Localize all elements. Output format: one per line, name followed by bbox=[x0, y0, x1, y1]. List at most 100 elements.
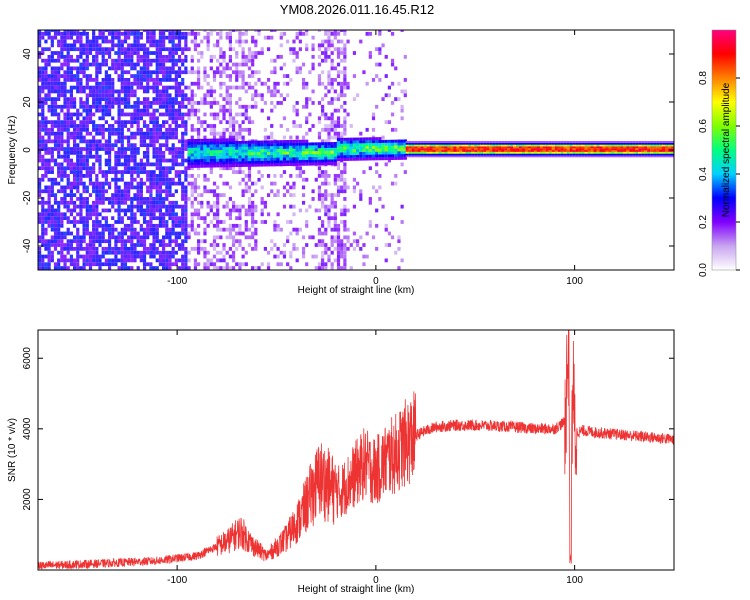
spectrogram-cell bbox=[63, 216, 67, 221]
spectrogram-cell bbox=[88, 74, 93, 78]
spectrogram-cell bbox=[152, 208, 156, 213]
spectrogram-cell bbox=[72, 30, 77, 32]
spectrogram-cell bbox=[50, 193, 54, 197]
spectrogram-cell bbox=[92, 162, 96, 167]
spectrogram-cell bbox=[184, 212, 188, 217]
spectrogram-cell bbox=[174, 35, 178, 40]
spectrogram-cell bbox=[76, 258, 80, 263]
spectrogram-cell bbox=[158, 39, 163, 44]
spectrogram-cell bbox=[665, 142, 669, 145]
spectrogram-cell bbox=[495, 150, 499, 152]
spectrogram-cell bbox=[279, 43, 283, 48]
spectrogram-cell bbox=[88, 235, 93, 240]
spectrogram-cell bbox=[324, 39, 328, 44]
spectrogram-cell bbox=[104, 239, 108, 244]
spectrogram-cell bbox=[378, 197, 382, 201]
spectrogram-cell bbox=[238, 266, 242, 270]
spectrogram-cell bbox=[305, 97, 309, 101]
spectrogram-cell bbox=[450, 153, 454, 156]
spectrogram-cell bbox=[165, 104, 169, 109]
spectrogram-cell bbox=[60, 124, 64, 128]
spectrogram-cell bbox=[390, 112, 395, 117]
spectrogram-cell bbox=[638, 153, 642, 156]
spectrogram-cell bbox=[174, 150, 178, 155]
spectrogram-cell bbox=[107, 74, 112, 78]
spectrogram-cell bbox=[47, 208, 51, 213]
spectrogram-cell bbox=[152, 78, 156, 82]
spectrogram-cell bbox=[88, 104, 93, 109]
spectrogram-cell bbox=[593, 142, 597, 145]
spectrogram-cell bbox=[336, 74, 341, 78]
spectrogram-cell bbox=[79, 70, 83, 75]
spectrogram-cell bbox=[146, 231, 150, 236]
spectrogram-cell bbox=[130, 62, 134, 67]
spectrogram-cell bbox=[139, 131, 143, 136]
spectrogram-cell bbox=[228, 74, 232, 78]
spectrogram-cell bbox=[635, 141, 639, 143]
spectrogram-cell bbox=[155, 81, 159, 86]
spectrogram-cell bbox=[566, 142, 570, 145]
spectrogram-cell bbox=[107, 208, 112, 213]
spectrogram-cell bbox=[174, 112, 178, 117]
spectrogram-cell bbox=[333, 144, 337, 148]
spectrogram-cell bbox=[504, 150, 508, 152]
spectrogram-cell bbox=[545, 141, 549, 143]
spectrogram-cell bbox=[57, 89, 61, 94]
spectrogram-cell bbox=[139, 258, 143, 263]
spectrogram-cell bbox=[330, 142, 334, 146]
spectrogram-cell bbox=[47, 147, 51, 151]
spectrogram-cell bbox=[340, 131, 344, 136]
spectrogram-cell bbox=[343, 189, 347, 194]
spectrogram-cell bbox=[66, 127, 70, 132]
spectrogram-cell bbox=[238, 30, 242, 32]
spectrogram-cell bbox=[72, 177, 77, 182]
spectrogram-cell bbox=[120, 246, 124, 251]
spectrogram-cell bbox=[69, 220, 73, 224]
spectrogram-cell bbox=[225, 227, 229, 232]
spectrogram-cell bbox=[190, 124, 194, 128]
spectrogram-cell bbox=[231, 258, 236, 263]
spectrogram-cell bbox=[60, 174, 64, 178]
spectrogram-cell bbox=[614, 148, 618, 151]
spectrogram-cell bbox=[117, 158, 121, 163]
spectrogram-cell bbox=[41, 124, 45, 128]
spectrogram-cell bbox=[165, 54, 169, 59]
spectrogram-cell bbox=[139, 35, 143, 40]
spectrogram-cell bbox=[177, 174, 182, 178]
spectrogram-cell bbox=[324, 54, 328, 59]
spectrogram-cell bbox=[60, 62, 64, 67]
spectrogram-cell bbox=[146, 78, 150, 82]
spectrogram-cell bbox=[79, 120, 83, 125]
spectrogram-cell bbox=[98, 124, 102, 128]
spectrogram-cell bbox=[330, 216, 334, 221]
spectrogram-cell bbox=[146, 158, 150, 163]
spectrogram-cell bbox=[168, 101, 172, 105]
spectrogram-cell bbox=[95, 200, 99, 205]
spectrogram-cell bbox=[72, 166, 77, 171]
spectrogram-cell bbox=[53, 147, 58, 151]
spectrogram-cell bbox=[244, 262, 248, 267]
spectrogram-cell bbox=[222, 246, 226, 251]
spectrogram-cell bbox=[197, 156, 201, 160]
spectrogram-cell bbox=[273, 163, 277, 167]
spectrogram-cell bbox=[123, 31, 128, 36]
spectrogram-cell bbox=[76, 150, 80, 155]
spectrogram-cell bbox=[298, 157, 302, 161]
spectrogram-cell bbox=[193, 47, 198, 52]
spectrogram-cell bbox=[165, 101, 169, 105]
spectrogram-cell bbox=[447, 141, 451, 143]
spectrogram-cell bbox=[72, 208, 77, 213]
spectrogram-cell bbox=[142, 227, 147, 232]
spectrogram-cell bbox=[130, 254, 134, 259]
spectrogram-cell bbox=[142, 85, 147, 90]
spectrogram-cell bbox=[368, 197, 372, 201]
spectrogram-cell bbox=[321, 220, 325, 224]
spectrogram-cell bbox=[301, 104, 306, 109]
spectrogram-cell bbox=[133, 116, 137, 121]
spectrogram-cell bbox=[292, 108, 296, 113]
spectrogram-cell bbox=[349, 124, 353, 128]
spectrogram-cell bbox=[257, 160, 261, 164]
spectrogram-cell bbox=[174, 223, 178, 228]
spectrogram-cell bbox=[130, 131, 134, 136]
spectrogram-cell bbox=[212, 181, 217, 186]
